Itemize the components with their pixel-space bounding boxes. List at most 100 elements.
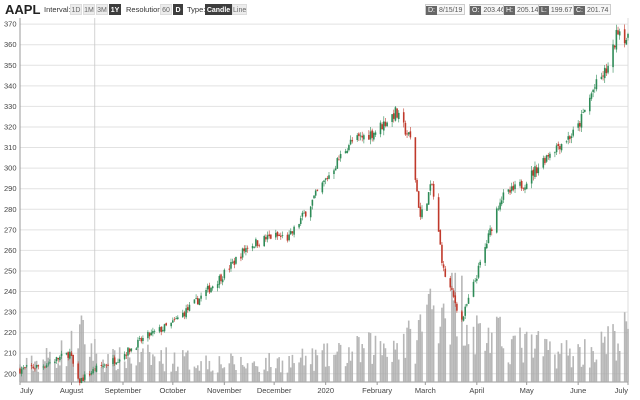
candle-body — [263, 236, 265, 247]
volume-bar — [489, 353, 491, 382]
volume-bar — [592, 351, 594, 382]
volume-bar — [160, 350, 163, 382]
candle-body — [83, 374, 86, 380]
ohlc-date-key: D: — [426, 6, 437, 15]
x-tick-label: 2020 — [317, 386, 334, 395]
volume-bar — [535, 334, 538, 382]
y-tick-label: 320 — [4, 122, 17, 131]
volume-bar — [233, 364, 236, 382]
volume-bar — [205, 355, 207, 382]
y-tick-label: 250 — [4, 266, 17, 275]
candle-body — [409, 131, 412, 138]
y-tick-label: 220 — [4, 328, 17, 337]
candle-body — [383, 121, 385, 131]
candle-body — [593, 87, 596, 89]
candle-body — [351, 140, 354, 142]
candle-body — [600, 76, 603, 80]
candle-body — [495, 208, 498, 233]
ohlc-high-key: H: — [504, 6, 515, 15]
volume-bar — [419, 314, 422, 382]
volume-bar — [79, 324, 81, 382]
interval-1m-button[interactable]: 1M — [83, 4, 95, 15]
candle-body — [565, 141, 568, 143]
candle-body — [373, 132, 375, 140]
volume-bar — [627, 328, 629, 382]
volume-bar — [324, 366, 327, 382]
resolution-60-button[interactable]: 60 — [160, 4, 172, 15]
candle-body — [441, 244, 443, 263]
volume-bar — [162, 363, 164, 382]
volume-bar — [88, 356, 91, 382]
interval-1y-button[interactable]: 1Y — [109, 4, 121, 15]
chart-toolbar: AAPL Interval: 1D 1M 3M 1Y Resolution: 6… — [0, 0, 640, 20]
candle-body — [105, 364, 108, 366]
candle-body — [456, 303, 458, 311]
candle-body — [432, 183, 435, 197]
candle-body — [117, 361, 119, 363]
candle-body — [356, 135, 359, 140]
candle-body — [130, 348, 133, 351]
candle-body — [454, 295, 457, 304]
candle-body — [198, 298, 201, 306]
candle-body — [414, 137, 417, 180]
candle-body — [569, 136, 571, 140]
volume-bar — [152, 354, 154, 382]
candle-body — [127, 347, 129, 356]
y-tick-label: 340 — [4, 81, 17, 90]
candle-body — [288, 234, 290, 241]
type-line-button[interactable]: Line — [232, 4, 247, 15]
volume-bar — [439, 326, 442, 382]
candle-body — [152, 331, 154, 334]
volume-bar — [270, 367, 272, 382]
volume-bar — [103, 372, 106, 382]
volume-bar — [485, 343, 488, 382]
candle-body — [140, 338, 143, 342]
candle-body — [92, 369, 94, 374]
candle-body — [570, 136, 573, 139]
volume-bar — [381, 355, 383, 382]
candle-body — [177, 317, 179, 319]
interval-1d-button[interactable]: 1D — [70, 4, 82, 15]
x-tick-label: August — [60, 386, 84, 395]
type-candle-button[interactable]: Candle — [205, 4, 232, 15]
volume-bar — [338, 343, 340, 382]
resolution-label: Resolution: — [126, 5, 164, 14]
candle-body — [323, 180, 325, 182]
candle-body — [560, 144, 563, 151]
candle-body — [577, 123, 579, 128]
volume-bar — [263, 369, 265, 382]
volume-bar — [359, 362, 362, 382]
volume-bar — [595, 359, 598, 382]
volume-bar — [429, 288, 432, 382]
volume-bar — [47, 357, 50, 382]
candle-body — [489, 228, 491, 236]
candle-body — [80, 377, 83, 383]
volume-bar — [580, 366, 583, 382]
volume-bar — [67, 351, 69, 382]
candle-body — [123, 354, 126, 360]
volume-bar — [59, 365, 61, 382]
candle-body — [286, 234, 289, 241]
candle-body — [507, 189, 510, 192]
volume-bar — [37, 371, 40, 382]
volume-bar — [407, 320, 410, 382]
candle-body — [193, 299, 196, 304]
volume-bar — [588, 367, 591, 382]
candle-body — [590, 93, 593, 99]
candle-body — [275, 232, 277, 238]
volume-bar — [612, 324, 614, 382]
volume-bar — [570, 367, 573, 382]
candle-body — [530, 170, 533, 184]
candle-body — [208, 285, 211, 293]
interval-3m-button[interactable]: 3M — [96, 4, 108, 15]
volume-bar — [196, 365, 199, 382]
volume-bar — [288, 356, 290, 382]
volume-bar — [582, 364, 584, 382]
candle-body — [535, 167, 538, 174]
volume-bar — [113, 350, 116, 382]
candle-body — [402, 112, 405, 123]
resolution-d-button[interactable]: D — [173, 4, 183, 15]
volume-bar — [442, 303, 445, 382]
candle-body — [173, 319, 176, 320]
